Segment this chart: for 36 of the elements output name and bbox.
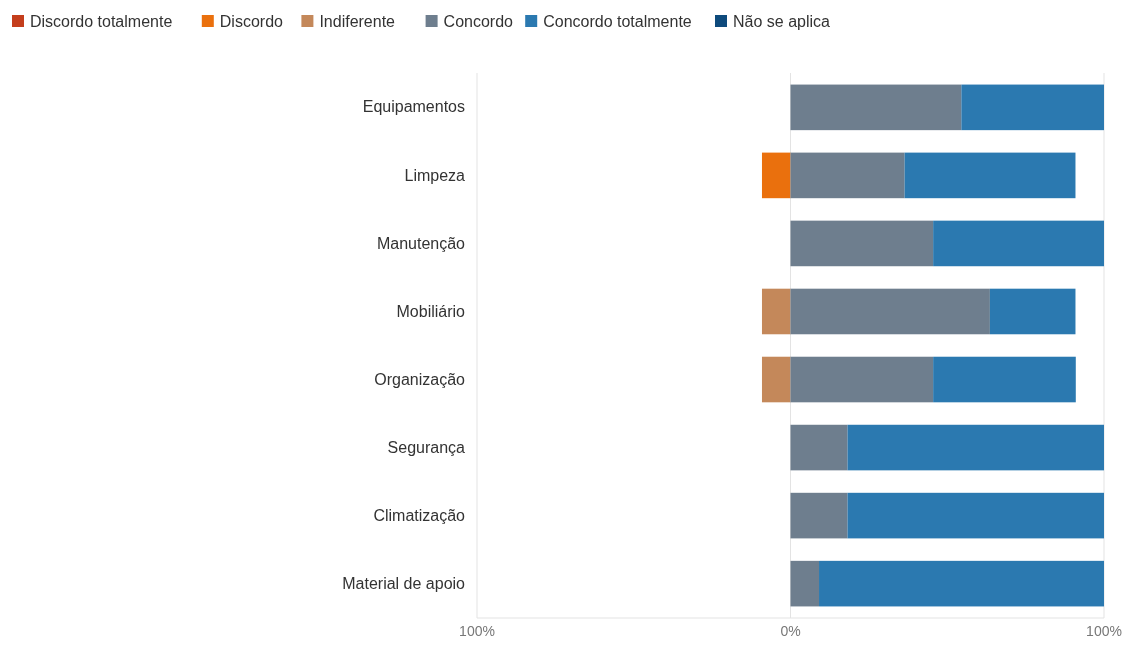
bar [933,356,1076,403]
legend-label: Concordo totalmente [543,13,692,30]
bar [933,220,1104,267]
x-tick-label: 0% [780,623,801,639]
bar [904,152,1076,199]
bar [761,356,791,403]
y-tick-label: Segurança [387,438,466,456]
legend-label: Não se aplica [733,13,831,30]
legend-label: Discordo [219,13,284,30]
bar [847,424,1104,471]
bar [790,560,820,607]
y-tick-label: Organização [374,370,466,388]
legend-label: Indiferente [319,13,396,30]
bar [761,152,791,199]
y-tick-label: Manutenção [376,234,466,252]
bar [761,288,791,335]
bar [989,288,1076,335]
bar [790,356,934,403]
bar [790,152,905,199]
y-tick-label: Equipamentos [362,98,465,116]
bar [790,424,848,471]
bar [819,560,1104,607]
y-tick-label: Material de apoio [342,574,466,592]
y-tick-label: Mobiliário [396,302,466,320]
y-tick-label: Climatização [373,506,466,524]
x-tick-label: 100% [1086,623,1122,639]
bar [790,84,962,131]
bar [790,492,848,539]
bar [961,84,1104,131]
bar [790,288,990,335]
legend-label: Concordo [443,13,514,30]
y-tick-label: Limpeza [404,166,466,184]
legend-label: Discordo totalmente [30,13,173,30]
bar [847,492,1104,539]
x-tick-label: 100% [459,623,495,639]
bar [790,220,934,267]
